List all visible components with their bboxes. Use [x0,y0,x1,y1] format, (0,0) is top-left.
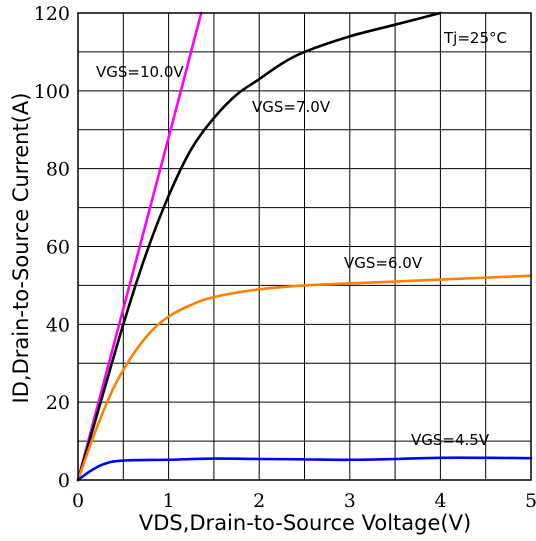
x-tick-label: 3 [344,490,356,512]
x-tick-label: 2 [253,490,265,512]
series-line-vgs-7-0v [76,11,442,482]
x-axis-label: VDS,Drain-to-Source Voltage(V) [139,511,471,535]
y-tick-label: 40 [46,314,70,336]
plot-frame [77,12,532,481]
y-axis-label: ID,Drain-to-Source Current(A) [9,93,33,404]
x-tick-label: 0 [72,490,84,512]
series-line-vgs-10-0v [76,11,203,482]
series-lines [76,11,533,482]
grid-lines [77,12,532,481]
y-tick-label: 60 [46,237,70,259]
y-tick-label: 120 [34,3,70,25]
series-label-vgs-7-0v: VGS=7.0V [252,98,331,116]
y-tick-labels: 0 20 40 60 80 100 120 [34,3,70,492]
series-label-vgs-4-5v: VGS=4.5V [411,431,490,449]
y-tick-label: 80 [46,159,70,181]
series-label-vgs-10-0v: VGS=10.0V [96,63,184,81]
temperature-annotation: Tj=25°C [443,29,507,47]
y-tick-label: 0 [58,470,70,492]
series-line-vgs-6-0v [76,274,533,482]
y-tick-label: 20 [46,392,70,414]
series-labels: VGS=10.0V VGS=7.0V VGS=6.0V VGS=4.5V [96,63,490,449]
series-line-vgs-4-5v [76,456,533,482]
x-tick-label: 4 [434,490,446,512]
x-tick-labels: 0 1 2 3 4 5 [72,490,536,512]
x-tick-label: 5 [525,490,536,512]
series-label-vgs-6-0v: VGS=6.0V [344,254,423,272]
y-tick-label: 100 [34,81,70,103]
x-tick-label: 1 [163,490,175,512]
